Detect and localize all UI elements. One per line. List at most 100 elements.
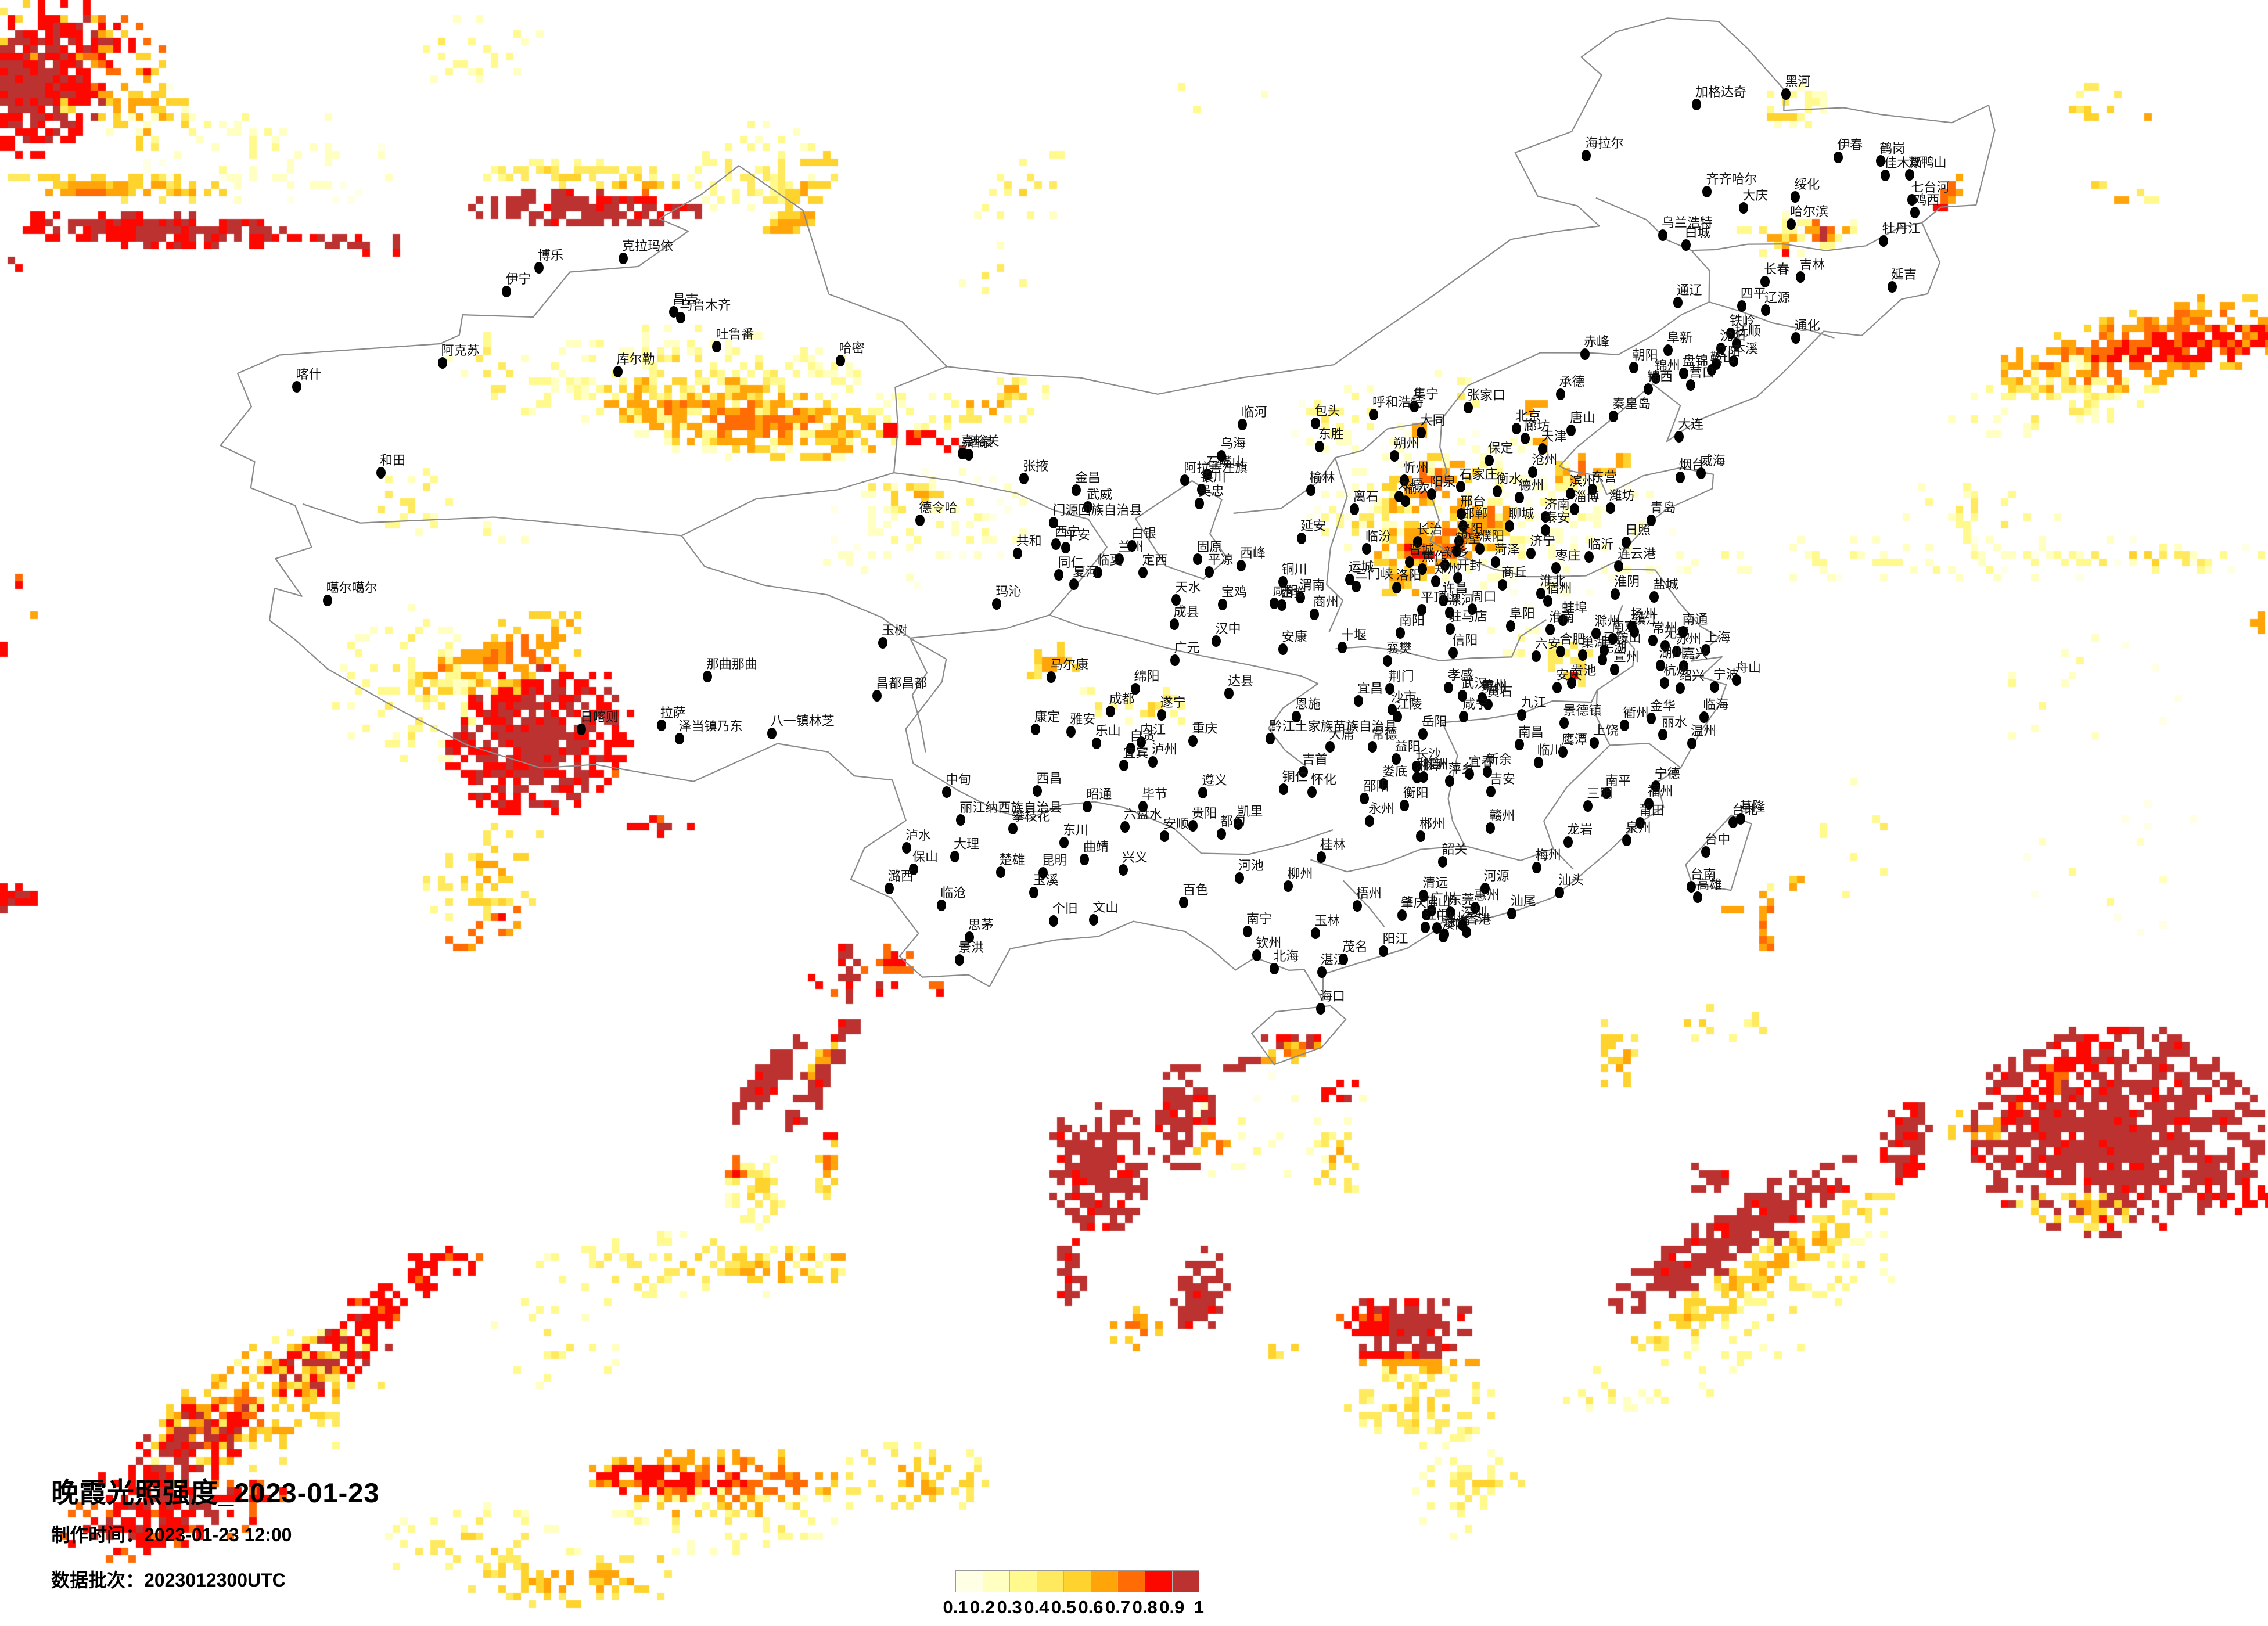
- city-dot: [1834, 152, 1843, 164]
- city-dot: [1876, 154, 1886, 167]
- city-dot: [1505, 520, 1515, 533]
- city-dot: [1296, 591, 1306, 603]
- city-dot: [1647, 515, 1656, 527]
- city-dot: [1507, 907, 1516, 919]
- city-label: 铁岭: [1730, 313, 1756, 328]
- city-dot: [1365, 815, 1375, 828]
- city-label: 商州: [1313, 594, 1339, 609]
- city-label: 东莞: [1448, 893, 1475, 908]
- city-dot: [1156, 709, 1166, 721]
- city-label: 清远: [1422, 876, 1448, 891]
- city-dot: [1540, 511, 1550, 523]
- city-dot: [1558, 614, 1568, 626]
- city-dot: [884, 882, 894, 894]
- legend-swatch: [1064, 1571, 1091, 1592]
- city-dot: [1438, 931, 1448, 943]
- city-label: 马尔康: [1050, 657, 1089, 672]
- city-label: 梧州: [1356, 886, 1382, 901]
- city-dot: [1702, 186, 1712, 198]
- city-label: 汕头: [1558, 872, 1584, 887]
- city-label: 钦州: [1256, 935, 1282, 950]
- city-label: 门源回族自治县: [1052, 502, 1142, 517]
- city-label: 黔江土家族苗族自治县: [1269, 719, 1397, 734]
- city-dot: [1693, 891, 1703, 903]
- city-dot: [1360, 792, 1370, 804]
- boundary-line: [302, 366, 947, 537]
- city-label: 贵阳: [1191, 806, 1217, 821]
- city-label: 佛山: [1425, 894, 1451, 909]
- city-dot: [1521, 433, 1530, 445]
- data-batch-value: 2023012300UTC: [144, 1570, 286, 1591]
- legend-swatch: [1172, 1571, 1199, 1592]
- city-dot: [1696, 467, 1706, 479]
- city-dot: [1160, 830, 1170, 842]
- city-label: 常德: [1371, 727, 1397, 742]
- city-label: 百色: [1182, 883, 1209, 898]
- city-dot: [1418, 563, 1428, 575]
- city-dot: [1609, 411, 1619, 422]
- city-label: 渭南: [1299, 577, 1325, 592]
- city-dot: [835, 354, 845, 366]
- city-dot: [1196, 483, 1206, 495]
- city-dot: [1193, 553, 1203, 566]
- city-label: 日喀则: [580, 709, 619, 724]
- city-dot: [1138, 800, 1148, 812]
- city-label: 舟山: [1735, 660, 1761, 675]
- city-dot: [1419, 771, 1429, 783]
- city-dot: [1054, 569, 1064, 581]
- city-dot: [1648, 635, 1658, 647]
- city-label: 昆明: [1041, 852, 1067, 868]
- city-label: 唐山: [1570, 410, 1596, 425]
- city-label: 周口: [1471, 589, 1497, 605]
- boundary-line: [1251, 1005, 1347, 1066]
- city-dot: [1445, 906, 1455, 919]
- city-label: 忻州: [1403, 461, 1429, 476]
- city-label: 哈尔滨: [1789, 204, 1828, 219]
- city-label: 宁德: [1654, 767, 1680, 782]
- city-label: 信阳: [1452, 632, 1478, 647]
- city-dot: [675, 733, 685, 745]
- city-dot: [1551, 562, 1561, 574]
- city-dot: [1532, 650, 1541, 663]
- city-label: 天津: [1541, 429, 1567, 444]
- city-dot: [1511, 423, 1521, 435]
- city-label: 临汾: [1365, 528, 1391, 544]
- city-dot: [1399, 799, 1409, 811]
- city-dot: [376, 466, 386, 479]
- city-label: 那曲那曲: [706, 656, 757, 671]
- city-dot: [1647, 712, 1656, 724]
- city-dot: [1552, 682, 1562, 694]
- city-dot: [1236, 559, 1246, 571]
- city-label: 绍兴: [1679, 668, 1705, 683]
- city-label: 合肥: [1559, 631, 1586, 646]
- city-label: 朝阳: [1632, 348, 1658, 363]
- city-label: 三门峡: [1354, 566, 1393, 581]
- city-label: 毕节: [1142, 786, 1168, 801]
- city-label: 哈密: [839, 340, 865, 355]
- city-dot: [1728, 816, 1738, 829]
- city-label: 滁州: [1594, 614, 1620, 629]
- city-label: 宜宾: [1123, 745, 1149, 760]
- city-label: 平安: [1065, 527, 1091, 542]
- city-dot: [1395, 627, 1405, 639]
- boundary-line: [1326, 457, 1348, 633]
- city-label: 淮北: [1540, 573, 1566, 588]
- city-dot: [1629, 362, 1638, 374]
- city-dot: [1105, 706, 1115, 718]
- city-dot: [1048, 915, 1058, 927]
- city-label: 攀枝花: [1012, 808, 1051, 823]
- city-dot: [1127, 539, 1137, 552]
- city-dot: [1089, 914, 1099, 926]
- city-dot: [1390, 449, 1400, 462]
- city-label: 济宁: [1530, 534, 1556, 549]
- city-label: 白银: [1130, 526, 1156, 541]
- city-label: 榆次: [1404, 481, 1430, 497]
- city-dot: [1555, 388, 1565, 401]
- city-dot: [1234, 818, 1243, 830]
- city-label: 阜阳: [1509, 606, 1535, 621]
- city-dot: [1317, 966, 1327, 979]
- city-label: 襄樊: [1386, 641, 1412, 656]
- city-label: 乌海: [1220, 436, 1246, 451]
- city-dot: [1030, 724, 1040, 736]
- boundary-line: [1135, 480, 1228, 580]
